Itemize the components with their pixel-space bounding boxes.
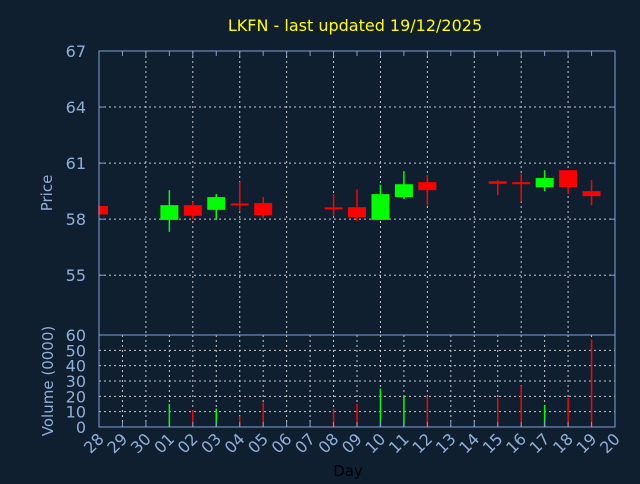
volume-tick-label: 30 [66, 372, 86, 391]
candle-body [371, 194, 390, 220]
candle-body [418, 182, 437, 191]
volume-tick-label: 40 [66, 357, 86, 376]
volume-plot-frame [98, 334, 616, 428]
candle-body [394, 184, 413, 198]
candle-body [99, 206, 108, 215]
volume-tick-label: 20 [66, 387, 86, 406]
candle-body [324, 207, 343, 210]
price-tick-label: 58 [66, 210, 86, 229]
candle-body [183, 205, 202, 216]
volume-tick-label: 50 [66, 341, 86, 360]
volume-axis-label: Volume (0000) [39, 326, 57, 436]
candle-body [559, 170, 578, 188]
candle-body [348, 207, 366, 218]
candle-body [160, 205, 179, 220]
candle-body [254, 203, 273, 216]
candle-body [535, 178, 554, 188]
candle-body [582, 191, 601, 197]
candle-body [512, 182, 531, 185]
volume-tick-label: 0 [76, 418, 86, 437]
volume-tick-label: 60 [66, 326, 86, 345]
volume-tick-label: 10 [66, 403, 86, 422]
candle-body [207, 197, 226, 210]
candle-body [230, 203, 249, 206]
price-axis-label: Price [38, 175, 56, 212]
price-tick-label: 61 [66, 154, 86, 173]
price-tick-label: 55 [66, 266, 86, 285]
candle-body [488, 181, 507, 184]
x-axis-label: Day [333, 462, 363, 480]
price-tick-label: 67 [66, 42, 86, 61]
chart-title: LKFN - last updated 19/12/2025 [228, 16, 482, 35]
price-tick-label: 64 [66, 98, 86, 117]
